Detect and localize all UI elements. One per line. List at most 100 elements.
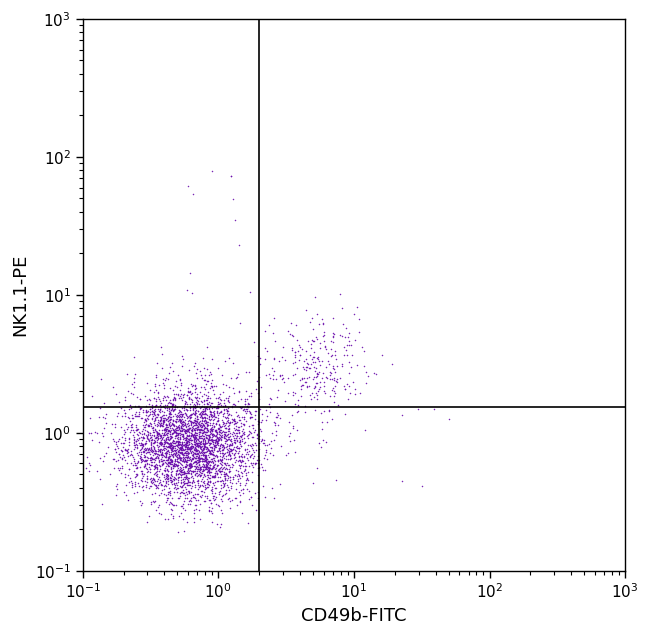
Point — [184, 459, 194, 469]
Point — [153, 387, 163, 397]
Point — [202, 443, 213, 453]
Point — [190, 420, 200, 430]
Point — [195, 463, 205, 473]
Point — [263, 439, 274, 449]
Point — [204, 403, 214, 413]
Point — [250, 413, 261, 424]
Point — [194, 441, 205, 451]
Point — [224, 474, 235, 485]
Point — [179, 490, 190, 500]
Point — [209, 483, 220, 493]
Point — [231, 494, 241, 504]
Point — [216, 494, 227, 504]
Point — [111, 490, 122, 500]
Point — [199, 409, 209, 419]
Point — [192, 411, 203, 421]
Point — [185, 458, 196, 468]
Point — [199, 450, 209, 460]
Point — [136, 449, 146, 459]
Point — [177, 460, 187, 470]
Point — [138, 447, 149, 457]
Point — [235, 463, 245, 473]
Point — [179, 448, 190, 459]
Point — [186, 419, 196, 429]
Point — [173, 425, 183, 435]
Point — [155, 464, 165, 474]
Point — [178, 417, 188, 427]
Point — [198, 464, 208, 474]
Point — [218, 387, 228, 398]
Point — [326, 368, 337, 378]
Point — [274, 478, 285, 488]
Point — [207, 410, 217, 420]
Point — [218, 453, 229, 463]
Point — [198, 450, 208, 460]
Point — [204, 448, 214, 458]
Point — [145, 418, 155, 428]
Point — [134, 432, 144, 443]
Point — [150, 420, 161, 430]
Point — [252, 440, 262, 450]
Point — [199, 465, 209, 475]
Point — [181, 487, 191, 497]
Point — [218, 458, 229, 468]
Point — [205, 442, 215, 452]
Point — [177, 474, 188, 485]
Point — [180, 396, 190, 406]
Point — [192, 424, 202, 434]
Point — [146, 421, 157, 431]
Point — [204, 414, 214, 424]
Point — [229, 452, 240, 462]
Point — [202, 398, 212, 408]
Point — [135, 496, 146, 506]
Point — [200, 456, 211, 466]
Point — [164, 395, 175, 405]
Point — [153, 420, 163, 430]
Point — [285, 428, 295, 438]
Point — [138, 485, 148, 495]
Point — [194, 438, 205, 448]
Point — [174, 452, 184, 462]
Point — [153, 388, 163, 398]
Point — [193, 420, 203, 431]
Point — [207, 424, 217, 434]
Point — [239, 412, 249, 422]
Point — [218, 419, 228, 429]
Point — [230, 470, 240, 480]
Point — [173, 469, 183, 479]
Point — [140, 414, 150, 424]
Point — [176, 474, 186, 485]
Point — [167, 446, 177, 457]
Point — [155, 446, 166, 457]
Point — [158, 378, 168, 389]
Point — [147, 460, 157, 470]
Point — [169, 392, 179, 402]
Point — [176, 470, 187, 480]
Point — [198, 428, 208, 438]
Point — [143, 429, 153, 439]
Point — [217, 491, 228, 501]
Point — [184, 427, 194, 437]
Point — [254, 431, 264, 441]
Point — [165, 451, 176, 461]
Point — [216, 462, 226, 472]
Point — [196, 454, 207, 464]
Point — [135, 439, 145, 450]
Point — [164, 425, 175, 436]
Point — [159, 401, 170, 411]
Point — [309, 366, 320, 377]
Point — [172, 430, 183, 440]
Point — [109, 454, 119, 464]
Point — [192, 439, 202, 449]
Point — [168, 404, 179, 415]
Point — [183, 181, 193, 191]
Point — [199, 469, 209, 480]
Point — [189, 436, 200, 446]
Point — [177, 455, 188, 466]
Point — [164, 398, 175, 408]
Point — [120, 427, 130, 437]
Point — [222, 417, 233, 427]
Point — [237, 455, 247, 466]
Point — [177, 502, 188, 513]
Point — [150, 415, 160, 425]
